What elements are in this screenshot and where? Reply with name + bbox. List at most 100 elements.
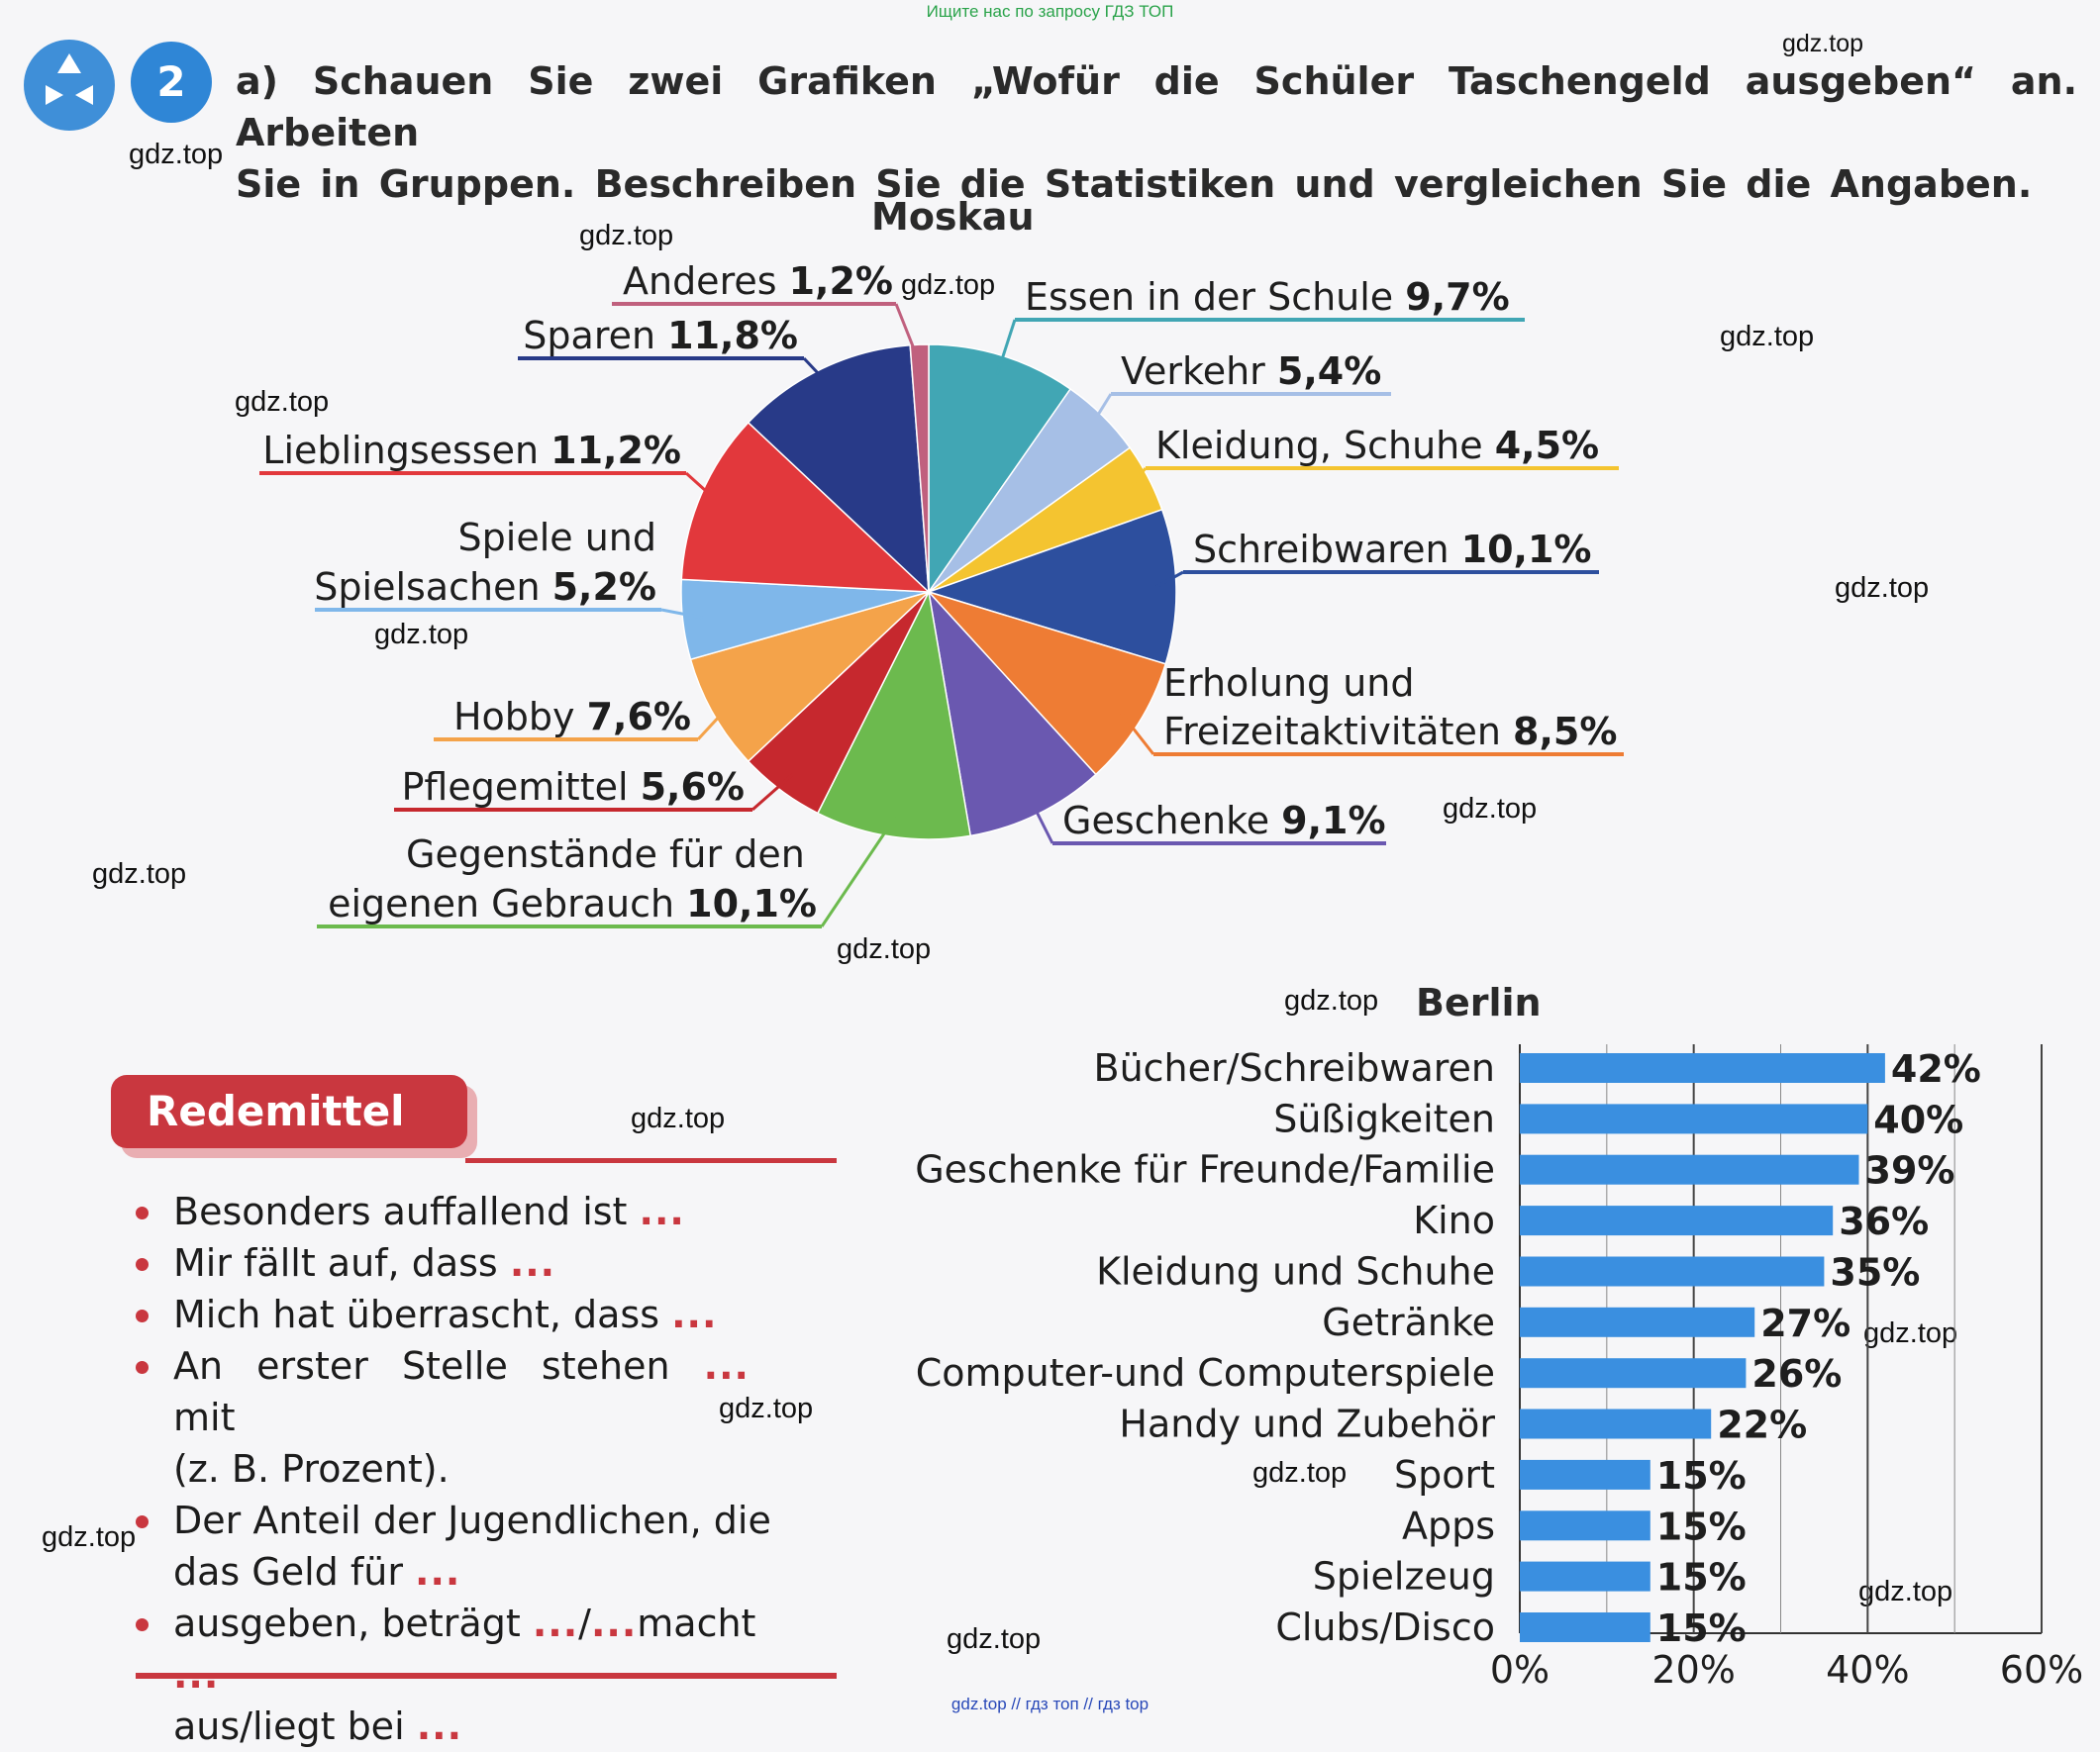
watermark: gdz.top [837,933,932,965]
bar-category-label: Computer-und Computerspiele [916,1351,1495,1395]
watermark: gdz.top [1863,1317,1958,1349]
leader-line [1027,795,1054,844]
bar-value-label: 35% [1830,1251,1920,1295]
task-text: a) Schauen Sie zwei Grafiken „Wofür die … [236,55,2077,210]
bar-geschenke-f-r-freunde-familie [1520,1154,1859,1185]
item-dots: ... [703,1344,750,1388]
watermark: gdz.top [129,139,224,170]
pie-slice-anderes [909,343,930,593]
bar-category-label: Spielzeug [1313,1555,1495,1599]
pie-label-verkehr: Verkehr 5,4% [1121,349,1381,393]
pie-label-pflegemittel: Pflegemittel 5,6% [401,765,745,809]
item-text: Besonders auffallend ist [173,1190,628,1233]
item-text: ausgeben, beträgt [173,1602,521,1645]
bar-category-label: Apps [1402,1504,1495,1547]
pie-slice-hobby [689,591,930,763]
pie-label-anderes: Anderes 1,2% [623,259,893,303]
pie-slice-lieblingsessen [680,421,932,593]
watermark: gdz.top [579,220,674,251]
pie-value-label: 7,6% [587,695,691,738]
watermark: gdz.top [1284,985,1379,1017]
list-item-continuation: das Geld für ... [134,1546,807,1598]
pie-label-geschenke: Geschenke 9,1% [1062,799,1386,842]
leader-line [1155,570,1184,589]
item-text: mit [173,1396,236,1439]
watermark: gdz.top [1252,1457,1348,1489]
bar-getr-nke [1520,1307,1755,1337]
bar-title: Berlin [1416,981,1542,1024]
watermark: gdz.top [1443,793,1538,825]
list-item: Mich hat überrascht, dass ... [134,1289,807,1340]
redemittel-rule-top [465,1158,837,1163]
bar-apps [1520,1510,1650,1541]
leader-line [820,816,897,927]
pie-label-spiele-und-spielsachen: Spiele und [458,516,656,559]
item-dots: ... [415,1550,461,1594]
bar-value-label: 26% [1751,1352,1842,1396]
list-item: Der Anteil der Jugendlichen, die [134,1495,807,1546]
watermark: gdz.top [1720,321,1815,352]
item-dots: ... [532,1602,579,1645]
bar-category-label: Clubs/Disco [1275,1606,1495,1649]
watermark: gdz.top [631,1103,726,1134]
bar-b-cher-schreibwaren [1520,1053,1885,1083]
pie-label-spiele-und-spielsachen: Spielsachen 5,2% [314,565,656,609]
item-text: Mir fällt auf, dass [173,1241,498,1285]
watermark: gdz.top [235,386,330,418]
pie-value-label: 4,5% [1495,424,1599,467]
leader-line [1129,467,1148,488]
watermark: gdz.top [1835,572,1930,604]
item-dots: ... [639,1190,685,1233]
watermark: gdz.top [1782,30,1864,57]
pie-label-erholung-und-freizeitaktivit-ten: Erholung und [1163,661,1415,705]
item-text: Mich hat überrascht, dass [173,1293,660,1336]
pie-value-label: 8,5% [1513,710,1617,753]
bar-value-label: 15% [1656,1454,1747,1498]
leader-line [894,303,922,365]
watermark: gdz.top [374,619,469,650]
bar-value-label: 27% [1760,1302,1850,1345]
bar-category-label: Sport [1394,1453,1495,1497]
leader-line [696,703,733,741]
bar-kleidung-und-schuhe [1520,1256,1825,1287]
list-item: An erster Stelle stehen ... mit [134,1340,807,1443]
bar-value-label: 42% [1891,1047,1981,1091]
item-separator: / [578,1602,591,1645]
item-dots: ... [671,1293,718,1336]
pie-label-lieblingsessen: Lieblingsessen 11,2% [262,429,681,472]
x-tick-label: 60% [2000,1648,2083,1692]
bar-value-label: 15% [1656,1505,1747,1548]
x-tick-label: 0% [1490,1648,1550,1692]
list-item: ausgeben, beträgt .../...macht ... [134,1598,807,1701]
bottom-banner: gdz.top // гдз топ // гдз top [950,1695,1150,1713]
leader-line [660,608,703,620]
watermark: gdz.top [947,1623,1042,1655]
item-text: macht [637,1602,756,1645]
pie-slice-sparen [747,343,930,594]
list-item: Mir fällt auf, dass ... [134,1237,807,1289]
list-item: Besonders auffallend ist ... [134,1186,807,1237]
leader-line [1120,712,1155,755]
list-item-continuation: (z. B. Prozent). [173,1447,450,1491]
bar-value-label: 15% [1656,1556,1747,1600]
bar-value-label: 22% [1717,1404,1807,1447]
pie-value-label: 9,7% [1405,275,1509,319]
task-line-2: Sie in Gruppen. Beschreiben Sie die Stat… [236,162,2033,206]
pie-label-erholung-und-freizeitaktivit-ten: Freizeitaktivitäten 8,5% [1163,710,1617,753]
bar-category-label: Handy und Zubehör [1119,1403,1495,1446]
task-line-1: a) Schauen Sie zwei Grafiken „Wofür die … [236,59,2077,154]
pie-slice-schreibwaren [926,508,1177,665]
pie-slices [680,343,1177,840]
bar-category-label: Kleidung und Schuhe [1096,1250,1495,1294]
leader-line [1087,393,1113,432]
bar-kino [1520,1206,1834,1236]
bar-value-label: 39% [1865,1149,1955,1193]
bar-value-label: 40% [1873,1098,1963,1141]
pie-slice-gegenst-nde-f-r-den-eigenen-gebrauch [816,589,972,840]
pie-value-label: 11,2% [550,429,681,472]
exercise-number: 2 [131,42,212,123]
item-text: das Geld für [173,1550,403,1594]
watermark: gdz.top [92,858,187,890]
pie-leader-lines [259,302,1624,928]
